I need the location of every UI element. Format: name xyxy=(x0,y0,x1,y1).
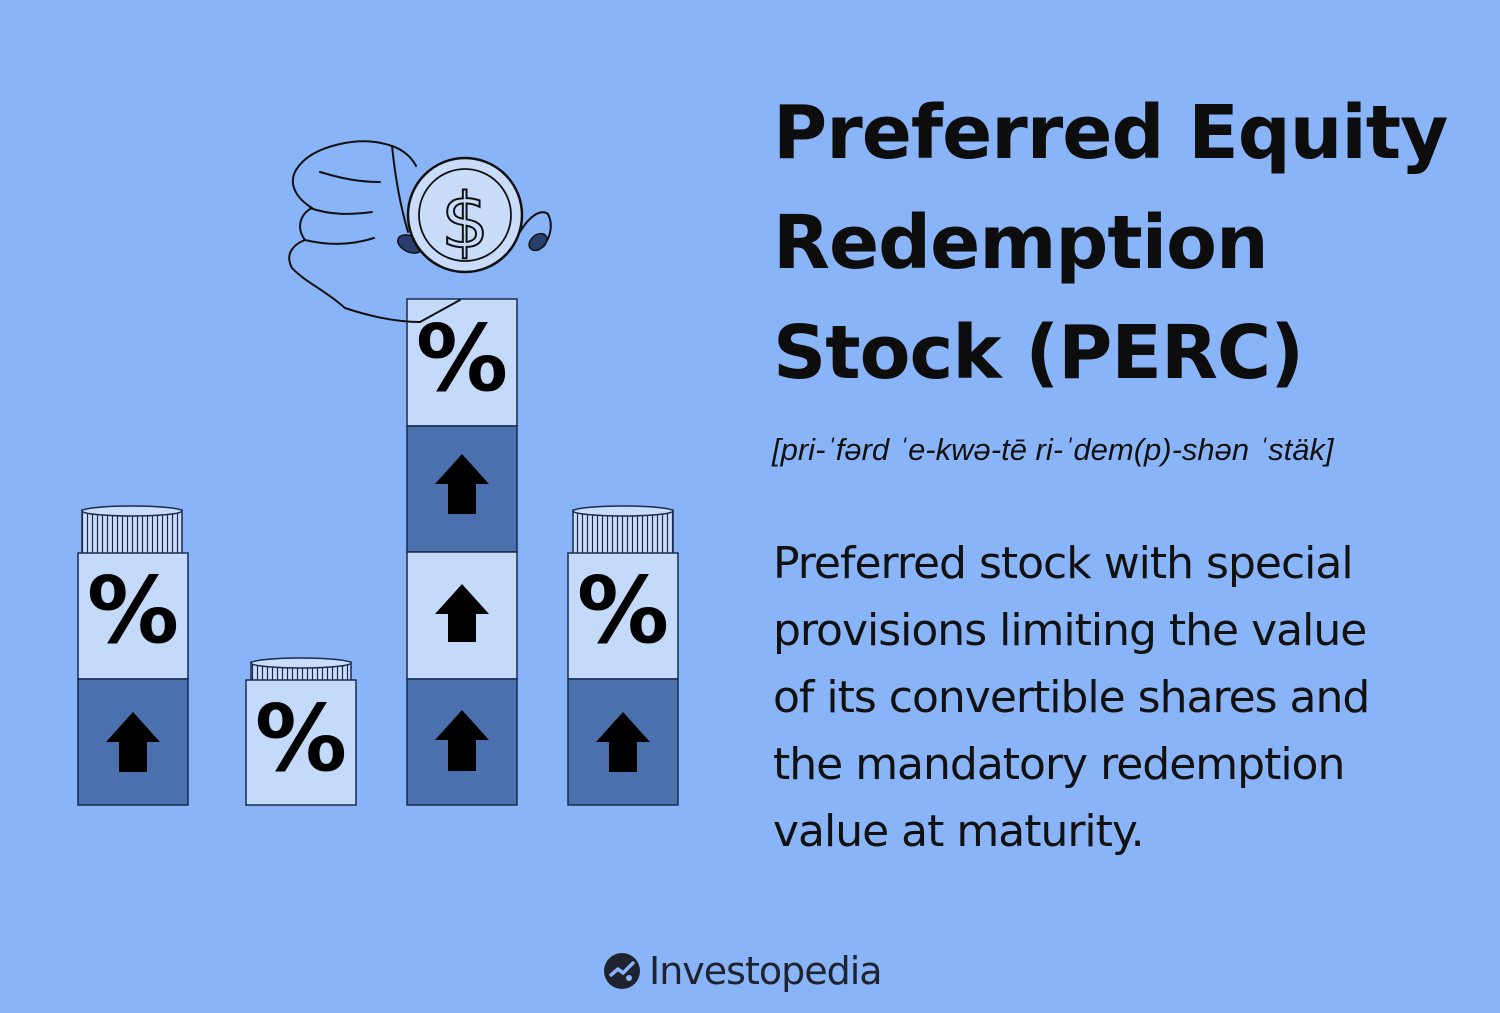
up-arrow-icon xyxy=(435,584,489,642)
illustration: % % % xyxy=(77,140,679,806)
up-arrow-icon xyxy=(435,454,489,514)
column-2: % xyxy=(245,657,357,806)
up-arrow-icon xyxy=(596,712,650,772)
percent-block-icon: % xyxy=(245,679,357,806)
definition-line: value at maturity. xyxy=(773,806,1145,857)
percent-block-icon: % xyxy=(567,552,679,680)
percent-symbol: % xyxy=(255,685,347,792)
column-4: % xyxy=(567,505,679,806)
title-line: Stock (PERC) xyxy=(773,310,1304,396)
up-arrow-block xyxy=(406,678,518,806)
up-arrow-block xyxy=(406,425,518,553)
percent-symbol: % xyxy=(87,557,179,664)
fingernail-icon xyxy=(396,232,548,254)
title-line: Redemption xyxy=(773,200,1269,286)
brand: Investopedia xyxy=(603,946,883,996)
up-arrow-icon xyxy=(106,712,160,772)
pronunciation: [pri-ˈfərd ˈe-kwə-tē ri-ˈdem(p)-shən ˈst… xyxy=(772,432,1334,467)
percent-symbol: % xyxy=(416,305,508,412)
definition: Preferred stock with special provisions … xyxy=(773,530,1473,865)
coin-stack-icon xyxy=(250,657,352,683)
column-1: % xyxy=(77,505,189,806)
definition-line: provisions limiting the value xyxy=(773,605,1367,656)
page-title: Preferred Equity Redemption Stock (PERC) xyxy=(773,78,1473,408)
definition-line: Preferred stock with special xyxy=(773,538,1354,589)
up-arrow-icon xyxy=(435,710,489,771)
percent-block-icon: % xyxy=(406,298,518,427)
up-arrow-block xyxy=(406,551,518,680)
dollar-coin-icon: $ xyxy=(406,156,524,274)
definition-line: the mandatory redemption xyxy=(773,739,1345,790)
column-3: % xyxy=(406,298,518,806)
dollar-symbol: $ xyxy=(441,176,489,265)
coin-stack-icon xyxy=(572,505,674,555)
percent-symbol: % xyxy=(577,557,669,664)
definition-line: of its convertible shares and xyxy=(773,672,1370,723)
investopedia-logo-icon xyxy=(604,953,640,989)
percent-block-icon: % xyxy=(77,552,189,680)
up-arrow-block xyxy=(567,678,679,806)
title-line: Preferred Equity xyxy=(773,90,1448,176)
coin-stack-icon xyxy=(81,505,183,555)
up-arrow-block xyxy=(77,678,189,806)
brand-name: Investopedia xyxy=(649,949,883,993)
